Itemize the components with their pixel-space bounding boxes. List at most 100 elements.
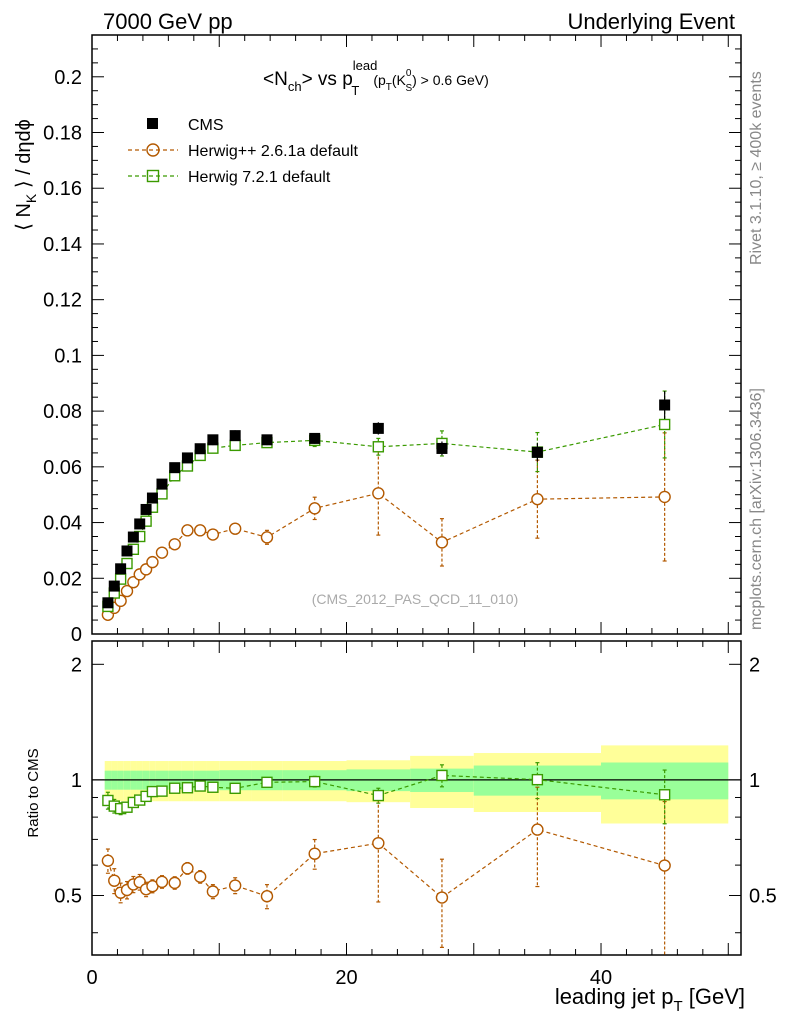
x-tick-label: 20 xyxy=(335,967,357,989)
herwigpp-point xyxy=(193,524,207,537)
herwigpp-ratio-point xyxy=(101,854,115,867)
ratio-y-label: Ratio to CMS xyxy=(25,748,42,837)
cms-point xyxy=(436,442,448,454)
herwigpp-ratio-point xyxy=(155,875,169,889)
herwigpp-ratio-point xyxy=(181,862,194,875)
herwig7-point xyxy=(372,441,385,453)
cms-point xyxy=(108,580,120,592)
legend-label-herwig7: Herwig 7.2.1 default xyxy=(188,169,331,186)
main-y-tick-label: 0.02 xyxy=(43,568,82,590)
herwig7-ratio-point xyxy=(146,785,159,798)
cms-point xyxy=(372,422,384,434)
header-right: Underlying Event xyxy=(567,9,735,34)
legend-marker-cms xyxy=(147,118,158,129)
cms-point xyxy=(115,563,127,575)
herwig7-ratio-point xyxy=(658,789,671,801)
herwig7-ratio-point xyxy=(156,785,168,797)
herwig7-ratio-point xyxy=(207,781,219,793)
ratio-y-tick-label: 0.5 xyxy=(54,886,82,908)
cms-point xyxy=(229,430,241,442)
main-y-tick-label: 0.08 xyxy=(43,401,82,423)
cms-point xyxy=(127,531,139,543)
main-y-tick-label: 0 xyxy=(71,624,82,646)
ratio-y-tick-label-right: 0.5 xyxy=(749,886,777,908)
plot-title: <Nch> vs plead T(pT(K0 S) > 0.6 GeV) xyxy=(263,58,489,98)
herwig7-point xyxy=(156,488,168,500)
cms-point xyxy=(261,434,273,446)
herwigpp-ratio-point xyxy=(206,885,220,898)
cms-point xyxy=(194,443,206,455)
main-y-label: ⟨ NK ⟩ / dηdϕ xyxy=(13,119,39,231)
herwigpp-point xyxy=(168,538,181,551)
main-y-tick-label: 0.14 xyxy=(43,234,82,256)
cms-point xyxy=(169,462,181,474)
ratio-plot-frame xyxy=(91,640,742,956)
herwigpp-line xyxy=(107,492,665,616)
herwigpp-point xyxy=(260,531,274,544)
main-plot-frame xyxy=(91,34,742,635)
x-tick-label: 40 xyxy=(590,967,612,989)
legend-marker-herwig7 xyxy=(146,169,160,183)
herwigpp-point xyxy=(308,502,321,515)
main-series-group xyxy=(101,390,671,621)
legend-label-herwigpp: Herwig++ 2.6.1a default xyxy=(188,143,358,160)
x-tick-label: 0 xyxy=(86,967,97,989)
ratio-y-tick-label-right: 1 xyxy=(749,770,760,792)
rivet-info: Rivet 3.1.10, ≥ 400k events xyxy=(748,71,765,265)
herwigpp-point xyxy=(155,546,169,559)
analysis-watermark: (CMS_2012_PAS_QCD_11_010) xyxy=(312,591,519,607)
main-y-tick-label: 0.2 xyxy=(54,67,82,89)
herwig7-ratio-point xyxy=(169,782,181,794)
herwigpp-point xyxy=(372,487,385,500)
herwigpp-point xyxy=(228,522,242,535)
herwig7-ratio-point xyxy=(531,773,544,786)
mcplots-info: mcplots.cern.ch [arXiv:1306.3436] xyxy=(748,388,765,630)
herwig7-ratio-point xyxy=(194,780,206,792)
cms-point xyxy=(659,399,671,411)
main-y-tick-label: 0.1 xyxy=(54,345,82,367)
main-y-tick-label: 0.16 xyxy=(43,178,82,200)
herwigpp-ratio-point xyxy=(531,823,544,836)
cms-point xyxy=(309,432,321,444)
herwig7-line xyxy=(107,423,665,607)
herwig7-ratio-point xyxy=(261,776,273,789)
legend-label-cms: CMS xyxy=(188,117,224,134)
herwigpp-point xyxy=(531,492,544,506)
herwigpp-ratio-point xyxy=(435,891,449,904)
herwigpp-point xyxy=(435,536,449,549)
herwigpp-point xyxy=(181,524,194,537)
cms-point xyxy=(181,452,193,464)
herwig7-point xyxy=(658,418,671,431)
cms-point xyxy=(134,518,146,530)
main-y-tick-label: 0.04 xyxy=(43,513,82,535)
main-y-tick-label: 0.12 xyxy=(43,290,82,312)
herwigpp-point xyxy=(206,528,220,541)
herwigpp-ratio-point xyxy=(372,836,385,850)
herwig7-ratio-point xyxy=(372,789,385,802)
herwigpp-ratio-point xyxy=(308,847,321,860)
herwigpp-point xyxy=(120,584,134,598)
legend-marker-herwigpp xyxy=(146,143,160,157)
ratio-y-tick-label: 2 xyxy=(71,654,82,676)
herwigpp-ratio-point xyxy=(108,874,121,887)
herwigpp-ratio-point xyxy=(168,876,181,890)
cms-point xyxy=(140,503,152,515)
herwigpp-ratio-point xyxy=(228,879,242,892)
herwigpp-ratio-point xyxy=(658,859,671,872)
herwigpp-ratio-point xyxy=(260,890,274,903)
herwig7-ratio-point xyxy=(229,782,241,795)
herwig7-point xyxy=(229,439,241,452)
x-axis-label: leading jet pT [GeV] xyxy=(555,984,745,1015)
herwigpp-ratio-point xyxy=(193,870,207,883)
herwig7-ratio-point xyxy=(436,769,448,782)
herwigpp-point xyxy=(146,555,159,569)
cms-point xyxy=(531,446,543,458)
cms-point xyxy=(102,597,114,609)
cms-point xyxy=(207,434,219,446)
main-y-tick-label: 0.18 xyxy=(43,123,82,145)
main-y-tick-label: 0.06 xyxy=(43,457,82,479)
plot-area: 0 20 40 0 0.02 0.04 0.06 0.08 0.1 0.12 0.14 0.16 0.1… xyxy=(43,34,777,989)
ratio-series-group xyxy=(101,762,671,955)
herwigpp-point xyxy=(127,575,140,589)
